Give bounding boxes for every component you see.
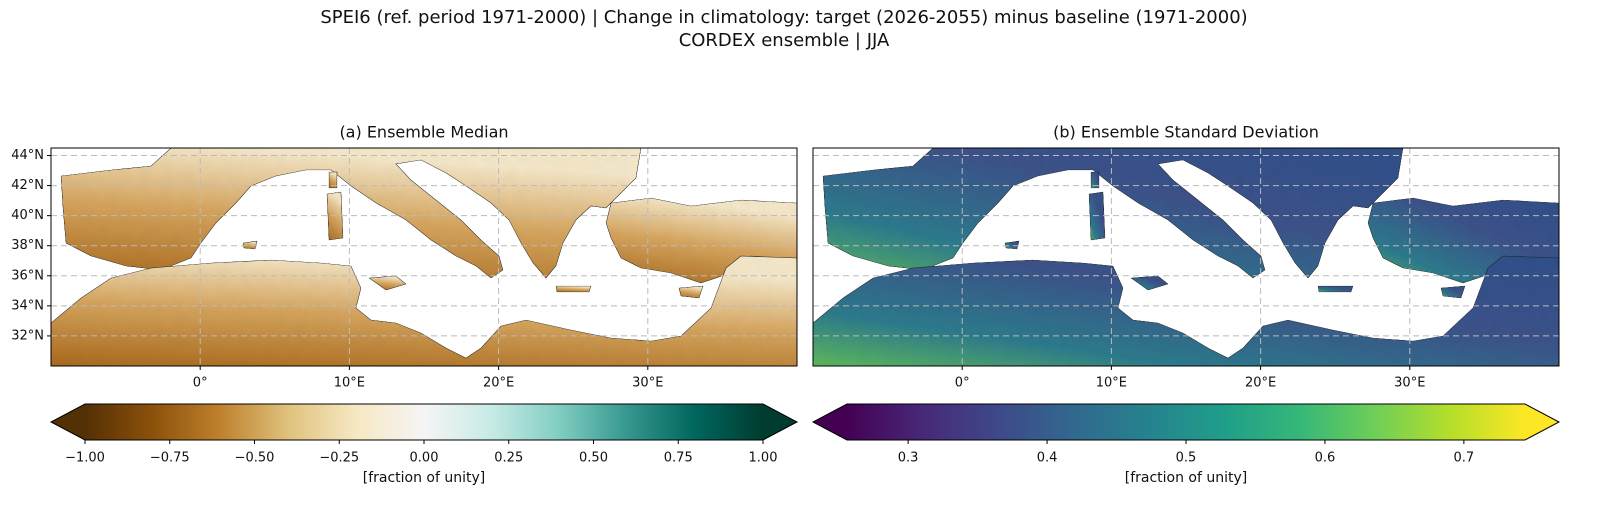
colorbar-extend xyxy=(1525,404,1559,440)
colorbar-tick-label: 0.7 xyxy=(1454,451,1475,466)
colorbar-tick-label: 0.75 xyxy=(664,451,693,466)
y-tick-label: 32°N xyxy=(11,328,44,343)
x-tick-label: 0° xyxy=(955,376,970,391)
colorbar-tick-label: 1.00 xyxy=(749,451,778,466)
x-tick-label: 30°E xyxy=(632,376,663,391)
colorbar-tick-label: −1.00 xyxy=(65,451,105,466)
panel-title: (a) Ensemble Median xyxy=(339,123,508,142)
y-tick-label: 38°N xyxy=(11,238,44,253)
colorbar-extend xyxy=(763,404,797,440)
x-tick-label: 10°E xyxy=(1096,376,1127,391)
colorbar-tick-label: 0.6 xyxy=(1315,451,1336,466)
colorbar-label: [fraction of unity] xyxy=(1125,470,1248,486)
colorbar-tick-label: −0.25 xyxy=(319,451,359,466)
x-tick-label: 20°E xyxy=(1245,376,1276,391)
map-frame xyxy=(50,147,798,367)
colorbar-tick-label: 0.00 xyxy=(410,451,439,466)
map-frame xyxy=(812,147,1560,367)
colorbar-tick-label: −0.75 xyxy=(150,451,190,466)
colorbar xyxy=(847,404,1525,440)
panel-title: (b) Ensemble Standard Deviation xyxy=(1053,123,1319,142)
colorbar xyxy=(85,404,763,440)
figure-title: SPEI6 (ref. period 1971-2000) | Change i… xyxy=(320,7,1247,28)
y-tick-label: 40°N xyxy=(11,208,44,223)
y-tick-label: 44°N xyxy=(11,148,44,163)
land xyxy=(51,148,797,366)
x-tick-label: 20°E xyxy=(483,376,514,391)
colorbar-tick-label: 0.3 xyxy=(898,451,919,466)
map-area xyxy=(813,148,1559,366)
y-tick-label: 36°N xyxy=(11,268,44,283)
colorbar-tick-label: −0.50 xyxy=(235,451,275,466)
x-tick-label: 10°E xyxy=(334,376,365,391)
y-tick-label: 42°N xyxy=(11,178,44,193)
colorbar-label: [fraction of unity] xyxy=(363,470,486,486)
colorbar-tick-label: 0.5 xyxy=(1176,451,1197,466)
x-tick-label: 0° xyxy=(193,376,208,391)
figure-subtitle: CORDEX ensemble | JJA xyxy=(679,30,890,51)
colorbar-tick-label: 0.4 xyxy=(1037,451,1058,466)
colorbar-tick-label: 0.50 xyxy=(579,451,608,466)
y-tick-label: 34°N xyxy=(11,298,44,313)
colorbar-outline xyxy=(811,403,1561,441)
colorbar-tick-label: 0.25 xyxy=(494,451,523,466)
map-area xyxy=(51,148,797,366)
colorbar-extend xyxy=(813,404,847,440)
colorbar-extend xyxy=(51,404,85,440)
land xyxy=(813,148,1559,366)
x-tick-label: 30°E xyxy=(1394,376,1425,391)
